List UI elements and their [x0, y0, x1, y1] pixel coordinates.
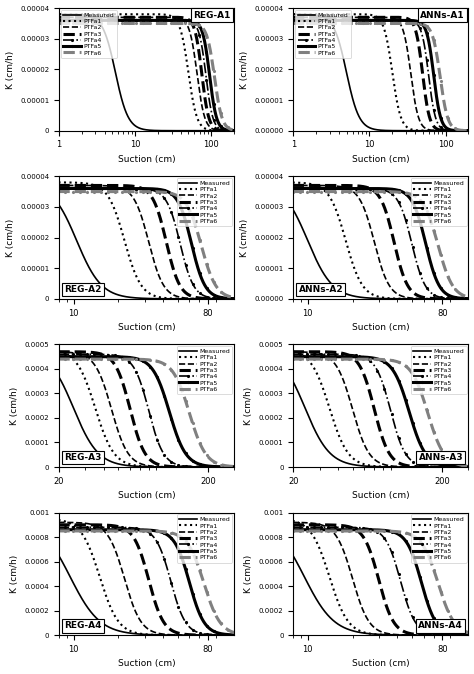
- Legend: Measured, PTFa1, PTFa2, PTFa3, PTFa4, PTFa5, PTFa6: Measured, PTFa1, PTFa2, PTFa3, PTFa4, PT…: [411, 178, 466, 226]
- Y-axis label: K (cm/h): K (cm/h): [10, 387, 19, 425]
- X-axis label: Suction (cm): Suction (cm): [118, 659, 175, 669]
- Legend: Measured, PTFa1, PTFa2, PTFa3, PTFa4, PTFa5, PTFa6: Measured, PTFa1, PTFa2, PTFa3, PTFa4, PT…: [411, 346, 466, 394]
- Text: REG-A1: REG-A1: [193, 11, 231, 20]
- Text: ANNs-A2: ANNs-A2: [299, 285, 343, 294]
- Text: REG-A2: REG-A2: [64, 285, 102, 294]
- Y-axis label: K (cm/h): K (cm/h): [240, 51, 249, 88]
- Y-axis label: K (cm/h): K (cm/h): [240, 218, 249, 257]
- X-axis label: Suction (cm): Suction (cm): [352, 155, 410, 164]
- X-axis label: Suction (cm): Suction (cm): [352, 491, 410, 500]
- Legend: Measured, PTFa1, PTFa2, PTFa3, PTFa4, PTFa5, PTFa6: Measured, PTFa1, PTFa2, PTFa3, PTFa4, PT…: [61, 10, 117, 58]
- Legend: Measured, PTFa1, PTFa2, PTFa3, PTFa4, PTFa5, PTFa6: Measured, PTFa1, PTFa2, PTFa3, PTFa4, PT…: [177, 346, 232, 394]
- Legend: Measured, PTFa1, PTFa2, PTFa3, PTFa4, PTFa5, PTFa6: Measured, PTFa1, PTFa2, PTFa3, PTFa4, PT…: [411, 514, 466, 563]
- Y-axis label: K (cm/h): K (cm/h): [244, 555, 253, 593]
- X-axis label: Suction (cm): Suction (cm): [352, 323, 410, 332]
- Legend: Measured, PTFa1, PTFa2, PTFa3, PTFa4, PTFa5, PTFa6: Measured, PTFa1, PTFa2, PTFa3, PTFa4, PT…: [177, 178, 232, 226]
- X-axis label: Suction (cm): Suction (cm): [352, 659, 410, 669]
- Text: ANNs-A1: ANNs-A1: [420, 11, 465, 20]
- Text: REG-A4: REG-A4: [64, 621, 102, 630]
- Y-axis label: K (cm/h): K (cm/h): [10, 555, 19, 593]
- Y-axis label: K (cm/h): K (cm/h): [6, 51, 15, 88]
- Legend: Measured, PTFa1, PTFa2, PTFa3, PTFa4, PTFa5, PTFa6: Measured, PTFa1, PTFa2, PTFa3, PTFa4, PT…: [177, 514, 232, 563]
- Text: REG-A3: REG-A3: [64, 453, 102, 462]
- X-axis label: Suction (cm): Suction (cm): [118, 155, 175, 164]
- Text: ANNs-A3: ANNs-A3: [419, 453, 463, 462]
- X-axis label: Suction (cm): Suction (cm): [118, 323, 175, 332]
- Legend: Measured, PTFa1, PTFa2, PTFa3, PTFa4, PTFa5, PTFa6: Measured, PTFa1, PTFa2, PTFa3, PTFa4, PT…: [295, 10, 351, 58]
- Text: ANNs-A4: ANNs-A4: [419, 621, 463, 630]
- X-axis label: Suction (cm): Suction (cm): [118, 491, 175, 500]
- Y-axis label: K (cm/h): K (cm/h): [244, 387, 253, 425]
- Y-axis label: K (cm/h): K (cm/h): [6, 218, 15, 257]
